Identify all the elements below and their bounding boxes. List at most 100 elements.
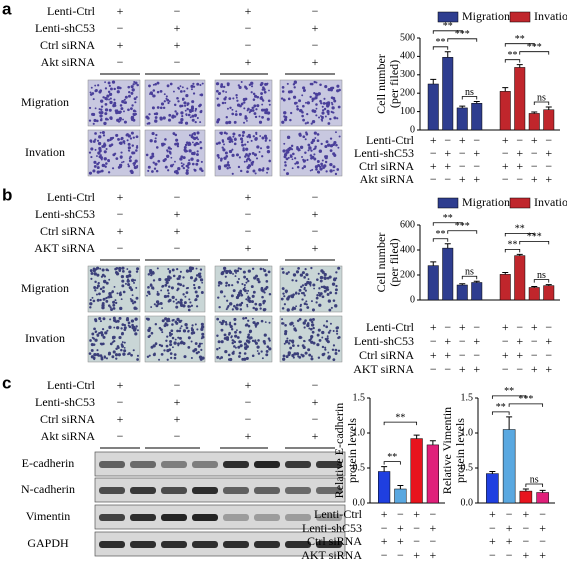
cell xyxy=(116,345,120,348)
cell xyxy=(119,163,123,167)
cell xyxy=(96,284,100,288)
cell xyxy=(181,97,185,101)
cell xyxy=(175,321,179,325)
cell xyxy=(201,325,205,329)
cell xyxy=(178,319,182,324)
cell xyxy=(317,272,320,275)
cell xyxy=(136,354,140,357)
cell xyxy=(182,304,186,308)
legend-swatch xyxy=(509,197,531,209)
cell xyxy=(260,286,264,290)
treatment-sign: + xyxy=(502,348,509,362)
cell xyxy=(329,169,333,173)
cell xyxy=(90,86,93,89)
cell xyxy=(104,112,108,116)
treatment-sign: − xyxy=(459,159,466,173)
blot-band xyxy=(285,487,311,494)
bar xyxy=(471,103,483,131)
cell xyxy=(227,304,230,308)
cell xyxy=(225,308,228,311)
cell xyxy=(160,353,164,356)
error-bar xyxy=(531,111,538,114)
cell xyxy=(333,277,336,280)
cell xyxy=(167,292,170,295)
cell xyxy=(148,113,151,116)
cell xyxy=(153,167,157,170)
cell xyxy=(336,117,339,120)
cell xyxy=(130,299,134,303)
cell xyxy=(130,115,135,120)
treatment-sign: − xyxy=(545,348,552,362)
cell xyxy=(334,304,338,308)
treatment-sign: − xyxy=(381,548,388,562)
cell xyxy=(90,348,94,352)
treatment-sign: − xyxy=(397,548,404,562)
cell xyxy=(315,296,319,300)
treatment-sign: + xyxy=(473,362,480,376)
cell xyxy=(259,307,262,310)
treatment-sign: − xyxy=(473,159,480,173)
treatment-sign: − xyxy=(502,146,509,160)
cell xyxy=(103,355,106,358)
cell xyxy=(105,162,108,165)
cell xyxy=(89,306,92,309)
cell xyxy=(287,342,291,345)
cell xyxy=(198,274,202,279)
cell xyxy=(181,115,184,118)
cell xyxy=(226,107,229,110)
cell xyxy=(117,120,121,123)
cell xyxy=(310,149,313,152)
error-bar xyxy=(429,440,436,445)
cell xyxy=(120,107,124,111)
cell xyxy=(314,147,317,150)
cell xyxy=(132,302,135,305)
cell xyxy=(160,344,164,348)
cell xyxy=(99,320,102,323)
cell xyxy=(119,292,123,296)
cell xyxy=(326,276,330,280)
cell xyxy=(105,97,109,101)
legend-swatch xyxy=(437,197,459,209)
cell xyxy=(334,348,338,352)
cell xyxy=(120,275,125,279)
cell xyxy=(201,82,204,85)
cell xyxy=(227,137,231,141)
cell xyxy=(120,151,123,154)
cell xyxy=(109,97,112,100)
cell xyxy=(187,166,190,169)
cell xyxy=(133,279,136,282)
cell xyxy=(241,134,245,137)
treatment-sign: + xyxy=(312,21,319,35)
cell xyxy=(253,112,257,115)
cell xyxy=(199,121,202,124)
cell xyxy=(332,329,335,332)
cell xyxy=(168,333,172,337)
cell xyxy=(116,109,119,112)
cell xyxy=(307,143,311,147)
treatment-label: AKT siRNA xyxy=(353,362,414,376)
treatment-label: Ctrl siRNA xyxy=(40,412,95,426)
cell xyxy=(332,358,336,362)
cell xyxy=(231,284,234,287)
blot-band xyxy=(161,487,187,494)
cell xyxy=(254,307,258,311)
cell xyxy=(323,272,327,277)
cell xyxy=(255,274,259,278)
cell xyxy=(170,329,174,333)
cell xyxy=(153,303,156,306)
cell xyxy=(182,156,186,160)
cell xyxy=(156,81,160,85)
cell xyxy=(150,273,153,277)
cell xyxy=(242,287,246,291)
cell xyxy=(268,103,271,106)
cell xyxy=(260,92,264,95)
cell xyxy=(200,93,204,97)
cell xyxy=(282,292,285,295)
cell xyxy=(332,111,335,114)
cell xyxy=(225,281,228,285)
cell xyxy=(297,319,300,322)
cell xyxy=(252,169,256,173)
cell xyxy=(166,98,170,102)
cell xyxy=(171,336,175,340)
cell xyxy=(221,101,225,105)
